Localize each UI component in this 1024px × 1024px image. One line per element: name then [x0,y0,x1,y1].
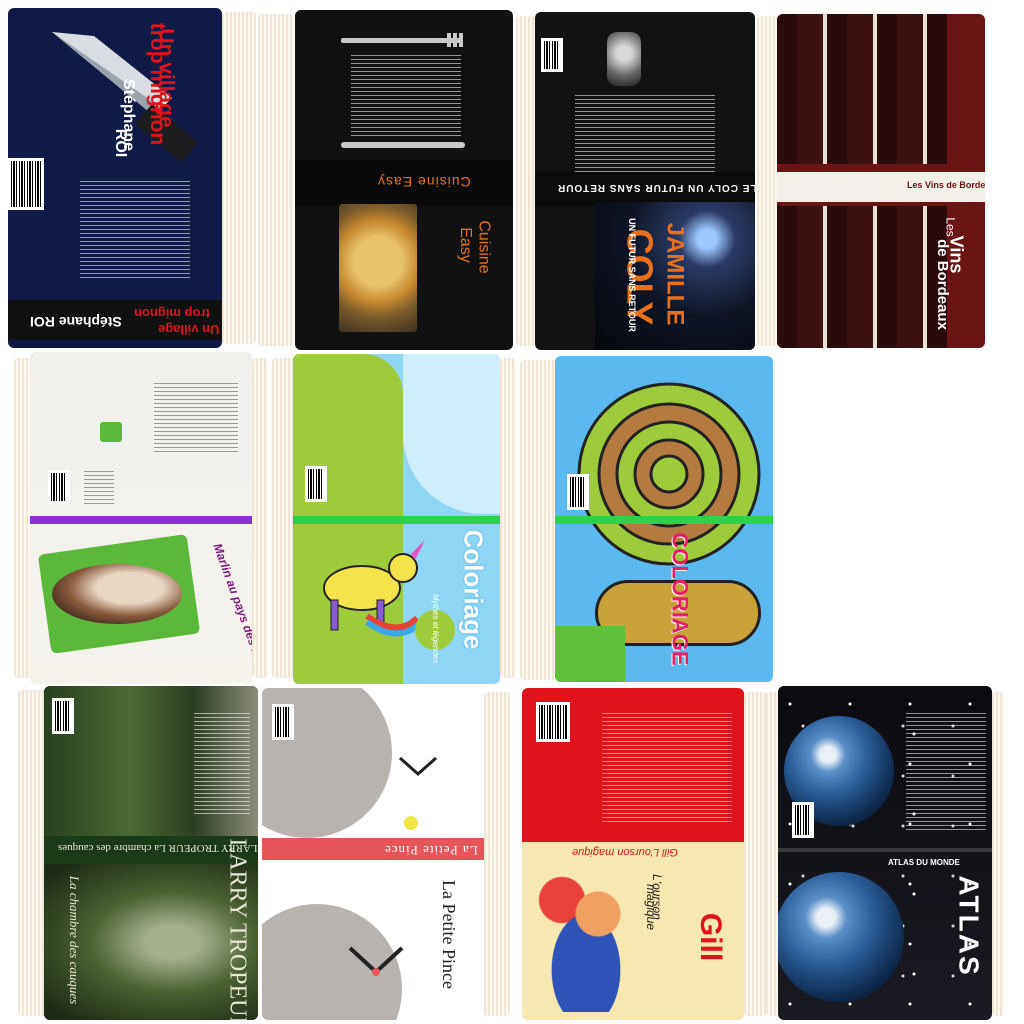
cover-title: La Petite Pince [438,880,459,989]
spine [8,300,222,340]
book-vins-de-bordeaux[interactable]: Les Vins de Bordeaux Les Vins de Bordeau… [777,14,985,348]
spine-title: ATLAS DU MONDE [888,858,960,867]
title-2: magique [644,883,659,931]
book-larry-tropeur[interactable]: LARRY TROPEUR La chambre des cauques LAR… [44,686,258,1020]
cover-title: Marlin au pays des lutins [210,541,252,681]
book-coloriage-escargot[interactable]: COLORIAGE [555,356,773,682]
back-text [602,712,732,822]
spine [522,838,744,842]
barcode [567,474,589,510]
subtitle-blob [415,610,455,650]
hand-photo [607,32,641,86]
barcode [48,470,70,504]
spine [535,172,755,206]
page-edges [222,12,256,344]
author: Gill [694,912,728,962]
spine [555,516,773,524]
barcode [305,466,327,502]
spine-title: Les Vins de Bordeaux [907,180,985,190]
spine-title-1: Un village [158,322,220,337]
spine [262,838,484,860]
night-photo [595,202,755,350]
pliers-icon-large [348,946,404,976]
page-edges [744,692,768,1016]
spine-author: Stéphane ROI [30,314,122,330]
title: La chambre des cauques [67,875,83,1005]
cover-title: ATLAS [953,875,985,977]
book-un-village-trop-mignon[interactable]: Un village trop mignon Stéphane ROI Un v… [8,8,222,348]
hedgehog-body [52,564,182,624]
subtitle: Mythes et légendes [431,593,441,664]
book-la-petite-pince[interactable]: La Petite Pince La Petite Pince [262,688,484,1020]
spine [293,516,500,524]
cover-title: COLORIAGE [667,532,693,666]
title-1: Les [943,217,958,237]
back-text [154,382,238,452]
spine-text: JAMILLE COLY UN FUTUR SANS RETOUR [557,182,755,193]
cloud-area [403,354,500,514]
page-edges [992,692,1004,1016]
back-text [351,54,461,136]
imprint-text [84,470,114,504]
pliers-icon [399,756,437,777]
barcode [536,702,570,742]
cutlery-icon [341,33,465,148]
spine [30,516,252,524]
page-edges [500,358,516,678]
page-edges [258,14,294,346]
spine-title: Cuisine Easy [377,174,471,190]
book-gill-lourson-magique[interactable]: Gill L'ourson magique Gill L'ourson magi… [522,688,744,1020]
book-coloriage-licorne[interactable]: Coloriage Mythes et légendes [293,354,500,684]
page-edges [520,360,560,680]
barcode [792,802,814,838]
barcode [8,158,44,210]
unicorn-icon [323,540,425,637]
spine-title: La Petite Pince [384,843,478,858]
author: LARRY TROPEUR [224,838,251,1020]
book-atlas-du-monde[interactable]: ATLAS DU MONDE ATLAS [778,686,992,1020]
knife-icon [52,32,198,163]
subtitle: UN FUTUR SANS RETOUR [626,218,637,332]
back-text [194,710,250,814]
spine-title-2: trop mignon [134,306,210,321]
back-text [80,178,190,278]
spine [44,836,258,864]
hedgehog-small [100,422,122,442]
wine-photo-bottom [777,206,947,348]
barcode [52,698,74,734]
book-jamille-coly[interactable]: JAMILLE COLY UN FUTUR SANS RETOUR JAMILL… [535,12,755,350]
girl-illustration [526,872,646,1012]
title-3: de Bordeaux [933,239,951,330]
barcode [272,704,294,740]
title-line-2: trop mignon [146,22,170,146]
page-edges [252,358,268,678]
page-edges [272,358,294,678]
author-1: JAMILLE [661,222,689,326]
sun-dot [404,816,418,830]
cover-title-1: Cuisine [475,220,493,274]
page-edges [516,16,536,346]
author-last: ROI [112,128,130,158]
spine-text: Gill L'ourson magique [572,846,679,858]
grass-strip [555,626,625,682]
back-text [575,92,715,172]
page-edges [484,692,510,1016]
forest-bottom [44,864,258,1020]
book-marlin-au-pays-des-lutins[interactable]: Marlin au pays des lutins [30,352,252,684]
cover-title: Coloriage [458,529,489,650]
snail-icon [577,382,761,566]
spine [777,172,985,202]
tart-photo [339,204,417,332]
spine [778,848,992,852]
page-edges [18,690,48,1016]
page-edges [757,16,779,346]
back-text [906,710,986,830]
spine [295,160,513,206]
barcode [541,38,563,72]
earth-bottom [778,872,904,1002]
author-2: COLY [619,228,661,326]
cover-title-2: Easy [456,227,474,263]
wine-photo-top [777,14,947,164]
book-cuisine-easy[interactable]: Cuisine Easy Cuisine Easy [295,10,513,350]
